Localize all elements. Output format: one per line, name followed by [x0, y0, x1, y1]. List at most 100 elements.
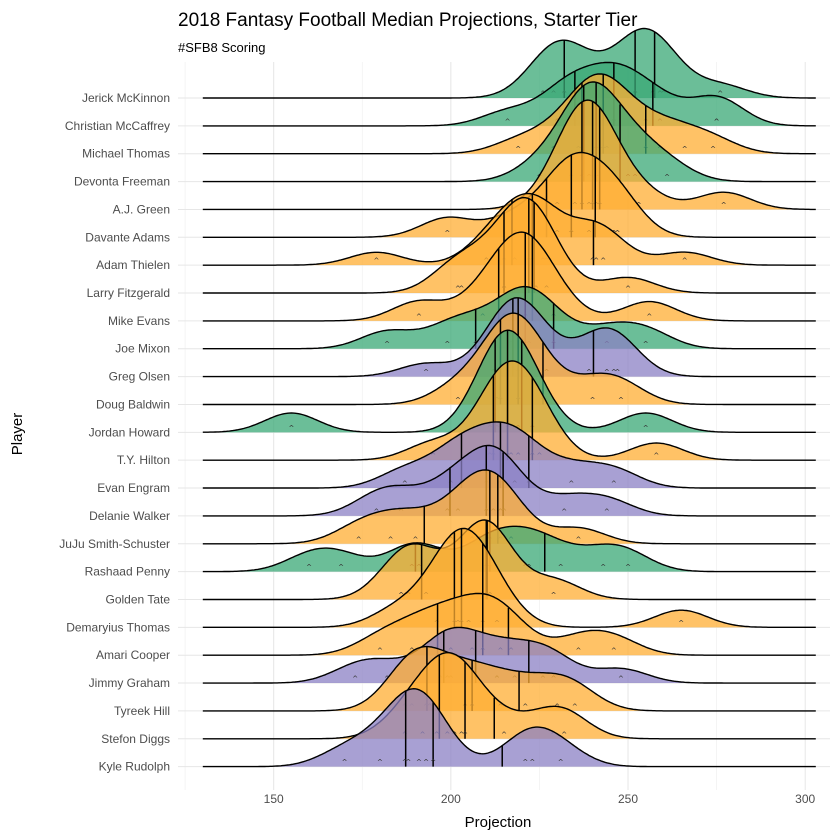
data-point-mark: ^ — [423, 759, 429, 767]
data-point-mark: ^ — [593, 257, 599, 265]
data-point-mark: ^ — [356, 536, 362, 544]
x-tick-label: 250 — [618, 792, 638, 806]
data-point-mark: ^ — [405, 759, 411, 767]
x-axis-title: Projection — [465, 814, 532, 831]
y-tick-label: Devonta Freeman — [74, 175, 170, 189]
y-tick-label: Greg Olsen — [109, 370, 170, 384]
data-point-mark: ^ — [721, 201, 727, 209]
data-point-mark: ^ — [416, 313, 422, 321]
ridge-kyle-rudolph: ^ ^ ^^ ^ ^ ^ ^ ^ ^ — [202, 687, 816, 768]
data-point-mark: ^ — [618, 675, 624, 683]
ridge-fill — [202, 688, 816, 767]
ridge-outline — [202, 312, 816, 406]
y-tick-label: Jordan Howard — [89, 425, 170, 439]
ridge-outline — [202, 73, 816, 155]
ridge-outline — [202, 469, 816, 545]
data-point-mark: ^ — [338, 564, 344, 572]
data-point-mark: ^ — [590, 396, 596, 404]
ridge-outline — [202, 525, 816, 573]
data-point-mark: ^ — [625, 285, 631, 293]
data-point-mark: ^ — [430, 759, 436, 767]
x-axis-ticks: 150 200 250 300 — [264, 792, 816, 806]
ridge-fill — [202, 73, 816, 154]
data-point-mark: ^ — [590, 257, 596, 265]
y-tick-label: Tyreek Hill — [114, 704, 170, 718]
ridge-fill — [202, 82, 816, 182]
ridge-outline — [202, 527, 816, 628]
data-point-mark: ^ — [678, 619, 684, 627]
y-tick-label: Doug Baldwin — [96, 397, 170, 411]
data-point-mark: ^ — [600, 564, 606, 572]
y-tick-label: Kyle Rudolph — [99, 760, 170, 774]
ridge-outline — [202, 645, 816, 712]
ridge-fill — [202, 232, 816, 321]
ridge-fill — [202, 627, 816, 684]
data-point-mark: ^ — [561, 731, 567, 739]
data-point-mark: ^ — [558, 564, 564, 572]
data-point-mark: ^ — [611, 369, 617, 377]
data-point-mark: ^ — [717, 90, 723, 98]
y-tick-label: Jerick McKinnon — [82, 91, 170, 105]
data-point-mark: ^ — [682, 146, 688, 154]
y-tick-label: Michael Thomas — [82, 147, 170, 161]
data-point-mark: ^ — [646, 313, 652, 321]
data-point-mark: ^ — [505, 118, 511, 126]
x-tick-label: 150 — [264, 792, 284, 806]
data-point-mark: ^ — [388, 536, 394, 544]
y-axis-labels: Jerick McKinnon Christian McCaffrey Michae… — [59, 91, 170, 774]
y-tick-label: Adam Thielen — [96, 258, 170, 272]
ridge-outline — [202, 27, 816, 99]
data-point-mark: ^ — [501, 731, 507, 739]
data-point-mark: ^ — [551, 591, 557, 599]
data-point-mark: ^ — [586, 369, 592, 377]
ridge-outline — [202, 421, 816, 489]
data-point-mark: ^ — [710, 146, 716, 154]
ridge-fill — [202, 28, 816, 98]
data-point-mark: ^ — [288, 424, 294, 432]
data-point-mark: ^ — [352, 675, 358, 683]
ridge-outline — [202, 592, 816, 656]
ridge-outline — [202, 444, 816, 517]
data-point-mark: ^ — [604, 369, 610, 377]
ridge-fill — [202, 445, 816, 516]
data-point-mark: ^ — [522, 703, 528, 711]
data-point-mark: ^ — [600, 257, 606, 265]
ridge-outline — [202, 626, 816, 684]
data-point-mark: ^ — [462, 731, 468, 739]
data-point-mark: ^ — [611, 480, 617, 488]
data-point-mark: ^ — [444, 341, 450, 349]
data-point-mark: ^ — [423, 369, 429, 377]
data-point-mark: ^ — [529, 759, 535, 767]
y-axis-title: Player — [9, 413, 26, 456]
ridge-fill — [202, 652, 816, 739]
y-tick-label: Evan Engram — [97, 481, 170, 495]
ridge-outline — [202, 687, 816, 768]
data-point-mark: ^ — [455, 285, 461, 293]
ridge-outline — [202, 297, 816, 378]
y-tick-label: A.J. Green — [113, 202, 170, 216]
data-point-mark: ^ — [618, 396, 624, 404]
y-tick-label: Davante Adams — [85, 230, 170, 244]
y-tick-label: Delanie Walker — [89, 509, 170, 523]
x-tick-label: 300 — [795, 792, 815, 806]
ridge-fill — [202, 469, 816, 544]
data-point-mark: ^ — [377, 647, 383, 655]
data-point-mark: ^ — [522, 759, 528, 767]
data-point-mark: ^ — [714, 118, 720, 126]
data-point-mark: ^ — [575, 536, 581, 544]
ridge-outline — [202, 231, 816, 322]
ridge-fill — [202, 360, 816, 461]
data-point-mark: ^ — [444, 229, 450, 237]
data-point-mark: ^ — [682, 257, 688, 265]
data-point-mark: ^ — [614, 229, 620, 237]
ridge-outline — [202, 61, 816, 127]
ridge-fill — [202, 520, 816, 600]
data-point-mark: ^ — [611, 647, 617, 655]
data-point-mark: ^ — [643, 341, 649, 349]
ridge-outline — [202, 360, 816, 461]
data-point-mark: ^ — [402, 480, 408, 488]
data-point-mark: ^ — [398, 591, 404, 599]
data-point-mark: ^ — [412, 536, 418, 544]
ridge-outline — [202, 519, 816, 601]
data-point-mark: ^ — [459, 731, 465, 739]
